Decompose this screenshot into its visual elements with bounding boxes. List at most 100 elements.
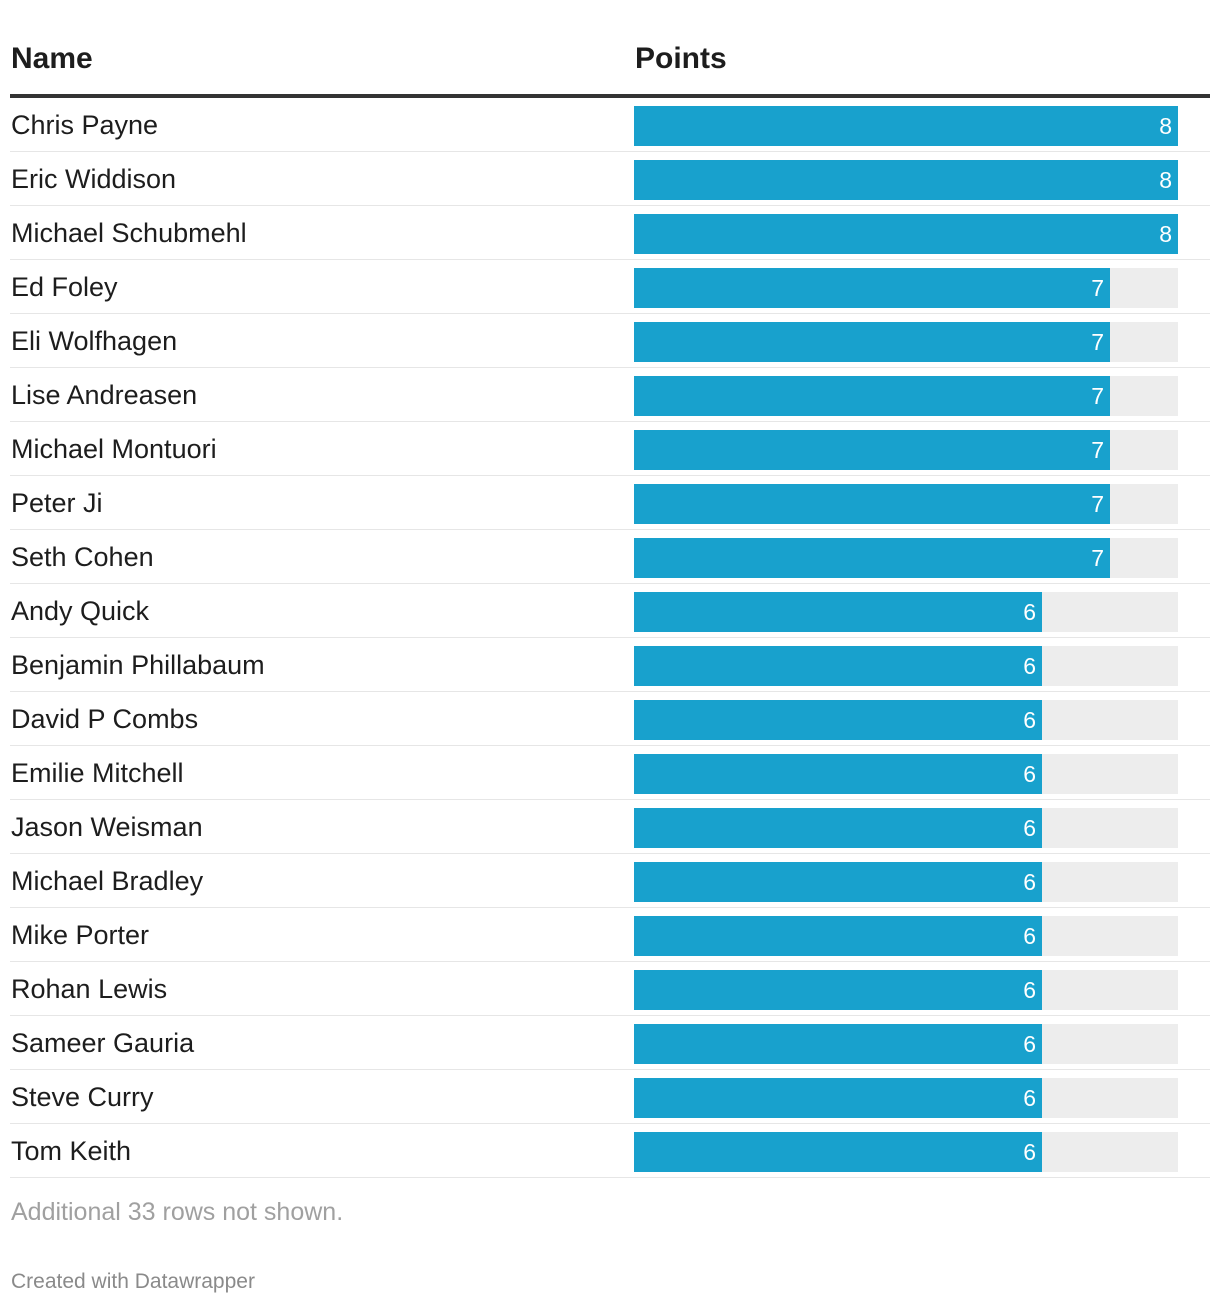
row-name: Peter Ji xyxy=(11,488,103,518)
table-row: Sameer Gauria 6 xyxy=(10,1016,1210,1070)
bar-track: 7 xyxy=(634,484,1178,524)
row-name: Benjamin Phillabaum xyxy=(11,650,265,680)
points-value-label: 8 xyxy=(1159,221,1172,247)
table-row: Peter Ji 7 xyxy=(10,476,1210,530)
bar-track: 6 xyxy=(634,1078,1178,1118)
column-header-name[interactable]: Name xyxy=(11,42,93,75)
table-row: Chris Payne 8 xyxy=(10,98,1210,152)
bar-track: 7 xyxy=(634,268,1178,308)
row-name: David P Combs xyxy=(11,704,199,734)
row-name: Ed Foley xyxy=(11,272,118,302)
points-bar: 6 xyxy=(634,1024,1042,1064)
points-value-label: 6 xyxy=(1023,923,1036,949)
table-row: David P Combs 6 xyxy=(10,692,1210,746)
points-bar: 7 xyxy=(634,268,1110,308)
bar-track: 7 xyxy=(634,430,1178,470)
points-value-label: 7 xyxy=(1091,383,1104,409)
bar-track: 6 xyxy=(634,1132,1178,1172)
table-row: Steve Curry 6 xyxy=(10,1070,1210,1124)
table-row: Ed Foley 7 xyxy=(10,260,1210,314)
table-header: Name Points xyxy=(10,40,1210,98)
points-bar: 8 xyxy=(634,214,1178,254)
row-name: Sameer Gauria xyxy=(11,1028,195,1058)
points-value-label: 6 xyxy=(1023,761,1036,787)
points-value-label: 8 xyxy=(1159,167,1172,193)
row-name: Seth Cohen xyxy=(11,542,154,572)
bar-track: 6 xyxy=(634,862,1178,902)
row-name: Rohan Lewis xyxy=(11,974,168,1004)
credit-line: Created with Datawrapper xyxy=(11,1270,255,1293)
points-bar: 6 xyxy=(634,754,1042,794)
points-bar: 7 xyxy=(634,376,1110,416)
table-row: Michael Schubmehl 8 xyxy=(10,206,1210,260)
row-name: Jason Weisman xyxy=(11,812,203,842)
points-bar: 7 xyxy=(634,484,1110,524)
table-row: Benjamin Phillabaum 6 xyxy=(10,638,1210,692)
points-bar: 6 xyxy=(634,1078,1042,1118)
bar-track: 6 xyxy=(634,1024,1178,1064)
points-bar: 6 xyxy=(634,1132,1042,1172)
points-value-label: 7 xyxy=(1091,545,1104,571)
points-table: Name Points Chris Payne 8 Eric Widdison 8 Mi… xyxy=(10,40,1210,1178)
table-row: Eric Widdison 8 xyxy=(10,152,1210,206)
row-name: Chris Payne xyxy=(11,110,159,140)
table-row: Jason Weisman 6 xyxy=(10,800,1210,854)
points-bar: 6 xyxy=(634,808,1042,848)
table-row: Mike Porter 6 xyxy=(10,908,1210,962)
bar-track: 6 xyxy=(634,754,1178,794)
table-row: Tom Keith 6 xyxy=(10,1124,1210,1178)
points-value-label: 6 xyxy=(1023,1085,1036,1111)
points-bar: 6 xyxy=(634,916,1042,956)
points-value-label: 7 xyxy=(1091,491,1104,517)
points-value-label: 7 xyxy=(1091,275,1104,301)
points-bar: 6 xyxy=(634,646,1042,686)
row-name: Andy Quick xyxy=(11,596,150,626)
points-value-label: 7 xyxy=(1091,329,1104,355)
bar-track: 6 xyxy=(634,808,1178,848)
row-name: Lise Andreasen xyxy=(11,380,198,410)
bar-track: 8 xyxy=(634,214,1178,254)
table-row: Andy Quick 6 xyxy=(10,584,1210,638)
row-name: Tom Keith xyxy=(11,1136,132,1166)
points-value-label: 6 xyxy=(1023,1031,1036,1057)
points-value-label: 6 xyxy=(1023,1139,1036,1165)
row-name: Michael Schubmehl xyxy=(11,218,247,248)
points-bar: 6 xyxy=(634,700,1042,740)
table-row: Eli Wolfhagen 7 xyxy=(10,314,1210,368)
points-value-label: 6 xyxy=(1023,599,1036,625)
table-row: Michael Montuori 7 xyxy=(10,422,1210,476)
points-value-label: 6 xyxy=(1023,977,1036,1003)
bar-track: 6 xyxy=(634,970,1178,1010)
table-row: Rohan Lewis 6 xyxy=(10,962,1210,1016)
bar-track: 6 xyxy=(634,646,1178,686)
points-bar: 6 xyxy=(634,970,1042,1010)
points-bar: 7 xyxy=(634,430,1110,470)
bar-track: 6 xyxy=(634,592,1178,632)
points-value-label: 6 xyxy=(1023,869,1036,895)
bar-track: 8 xyxy=(634,106,1178,146)
points-bar: 6 xyxy=(634,862,1042,902)
table-row: Seth Cohen 7 xyxy=(10,530,1210,584)
points-bar: 8 xyxy=(634,160,1178,200)
column-header-points[interactable]: Points xyxy=(635,42,727,75)
table-notes: Additional 33 rows not shown. xyxy=(11,1198,344,1226)
row-name: Emilie Mitchell xyxy=(11,758,184,788)
points-value-label: 8 xyxy=(1159,113,1172,139)
bar-track: 7 xyxy=(634,322,1178,362)
table-row: Emilie Mitchell 6 xyxy=(10,746,1210,800)
row-name: Eli Wolfhagen xyxy=(11,326,178,356)
row-name: Michael Bradley xyxy=(11,866,204,896)
points-value-label: 6 xyxy=(1023,815,1036,841)
table-body: Chris Payne 8 Eric Widdison 8 Michael Schubm… xyxy=(10,98,1210,1178)
bar-track: 6 xyxy=(634,916,1178,956)
points-bar: 7 xyxy=(634,322,1110,362)
bar-track: 6 xyxy=(634,700,1178,740)
points-value-label: 6 xyxy=(1023,707,1036,733)
points-value-label: 6 xyxy=(1023,653,1036,679)
bar-track: 7 xyxy=(634,538,1178,578)
bar-track: 8 xyxy=(634,160,1178,200)
row-name: Michael Montuori xyxy=(11,434,217,464)
points-value-label: 7 xyxy=(1091,437,1104,463)
table-row: Lise Andreasen 7 xyxy=(10,368,1210,422)
points-bar: 6 xyxy=(634,592,1042,632)
